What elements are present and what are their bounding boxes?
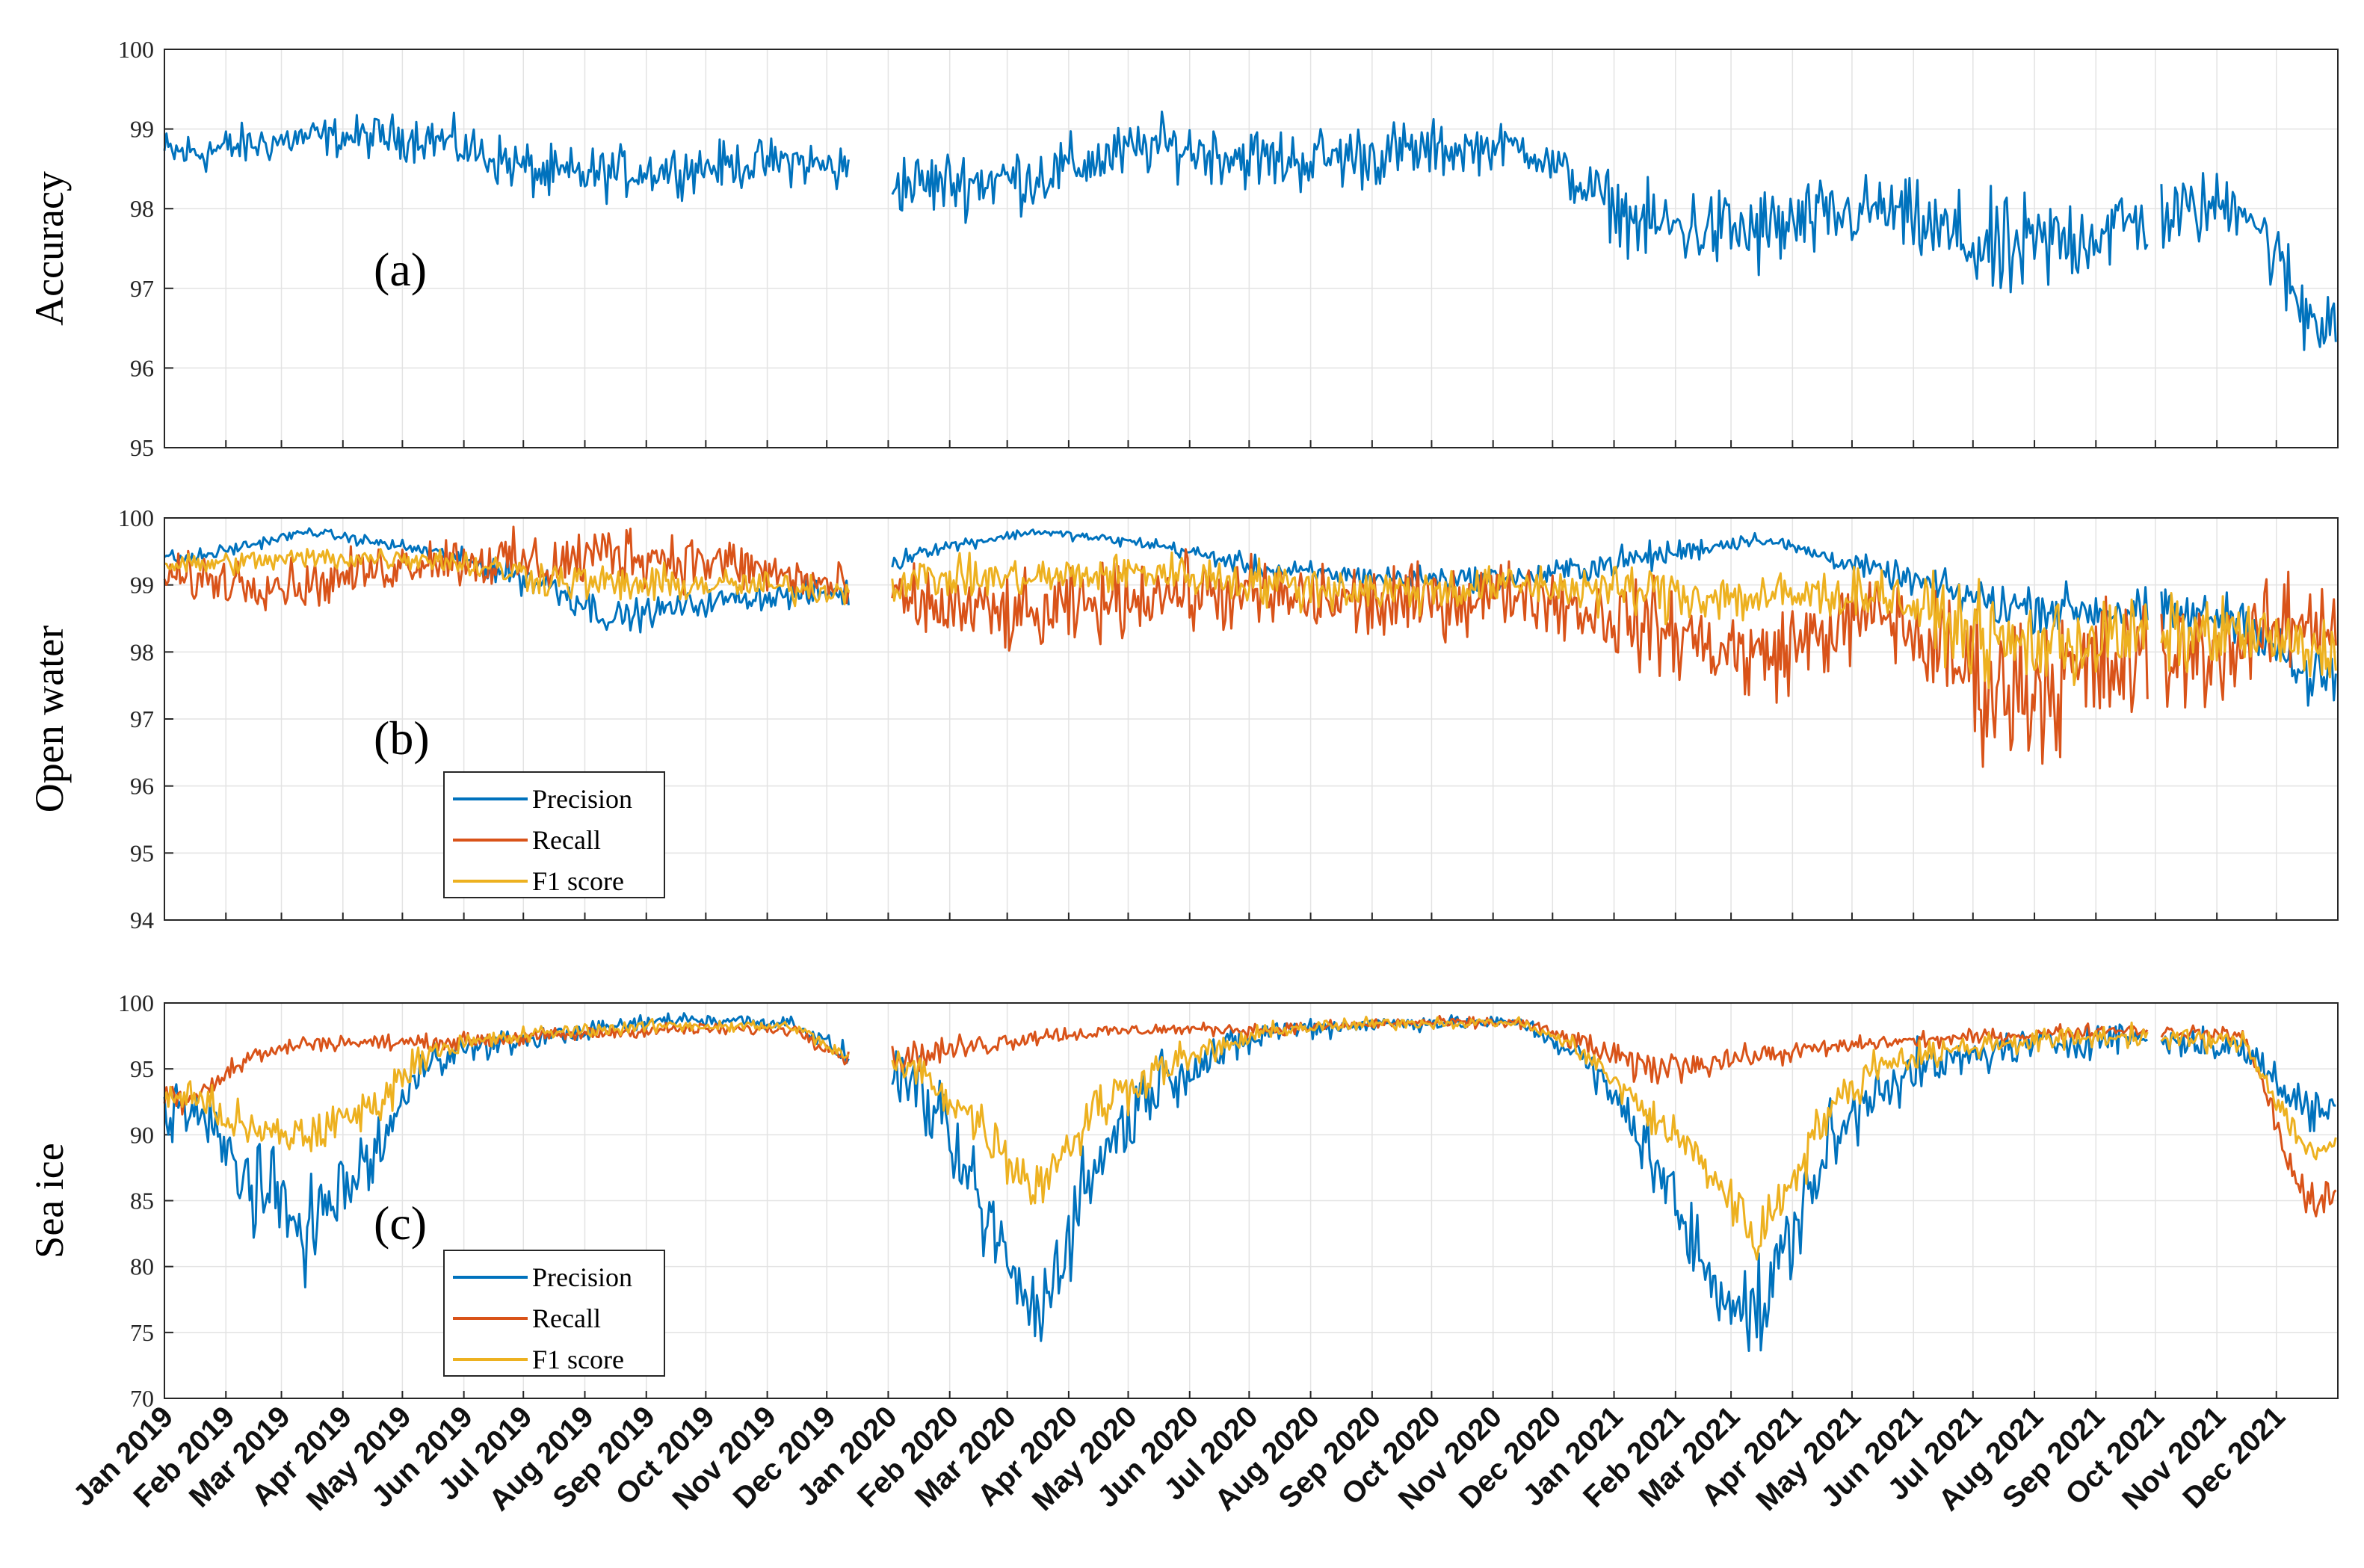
y-tick-label: 95: [130, 434, 154, 461]
panel-open-water: 94 95 96 97 98 99 100 Open water (b) Precision Rec…: [27, 504, 2339, 933]
y-axis-label: Sea ice: [27, 1143, 72, 1258]
axes-frame: [164, 49, 2339, 448]
y-tick-label: 98: [130, 638, 154, 665]
y-tick-label: 96: [130, 354, 154, 381]
legend: Precision Recall F1 score: [443, 771, 665, 898]
y-tick-label: 100: [118, 990, 154, 1016]
legend-entry: Recall: [532, 1303, 601, 1333]
legend-entry: Precision: [532, 784, 632, 814]
y-tick-label: 96: [130, 773, 154, 800]
axes-frame: [164, 1002, 2339, 1399]
panel-label: (b): [374, 712, 430, 765]
legend-box: [443, 771, 665, 898]
y-tick-label: 99: [130, 116, 154, 143]
y-tick-label: 98: [130, 195, 154, 222]
y-tick-label: 99: [130, 572, 154, 599]
y-tick-label: 97: [130, 275, 154, 302]
y-axis-label: Open water: [27, 626, 72, 812]
y-tick-label: 90: [130, 1121, 154, 1148]
legend: Precision Recall F1 score: [443, 1250, 665, 1377]
y-tick-label: 100: [118, 36, 154, 63]
y-tick-label: 94: [130, 907, 154, 933]
panel-sea-ice: 70 75 80 85 90 95 100 Sea ice (c) Precision Recall…: [27, 990, 2339, 1412]
y-tick-label: 80: [130, 1253, 154, 1280]
panel-accuracy: 95 96 97 98 99 100 Accuracy (a): [27, 36, 2339, 461]
legend-entry: F1 score: [532, 1345, 624, 1374]
y-tick-label: 70: [130, 1385, 154, 1412]
y-tick-label: 75: [130, 1319, 154, 1346]
y-tick-label: 100: [118, 504, 154, 531]
y-tick-label: 85: [130, 1188, 154, 1214]
plot-area: [164, 49, 2338, 448]
legend-entry: F1 score: [532, 866, 624, 896]
legend-entry: Precision: [532, 1262, 632, 1292]
series-accuracy: [163, 110, 2337, 351]
legend-box: [443, 1250, 665, 1377]
y-axis-label: Accuracy: [27, 171, 72, 326]
series-f1-score: [163, 1016, 2337, 1261]
series-f1-score: [164, 548, 2337, 690]
y-tick-label: 95: [130, 839, 154, 866]
panel-label: (a): [374, 243, 427, 296]
legend-entry: Recall: [532, 825, 601, 855]
y-tick-label: 95: [130, 1055, 154, 1082]
y-tick-label: 97: [130, 706, 154, 732]
axes-frame: [164, 517, 2339, 921]
panel-label: (c): [374, 1197, 427, 1250]
